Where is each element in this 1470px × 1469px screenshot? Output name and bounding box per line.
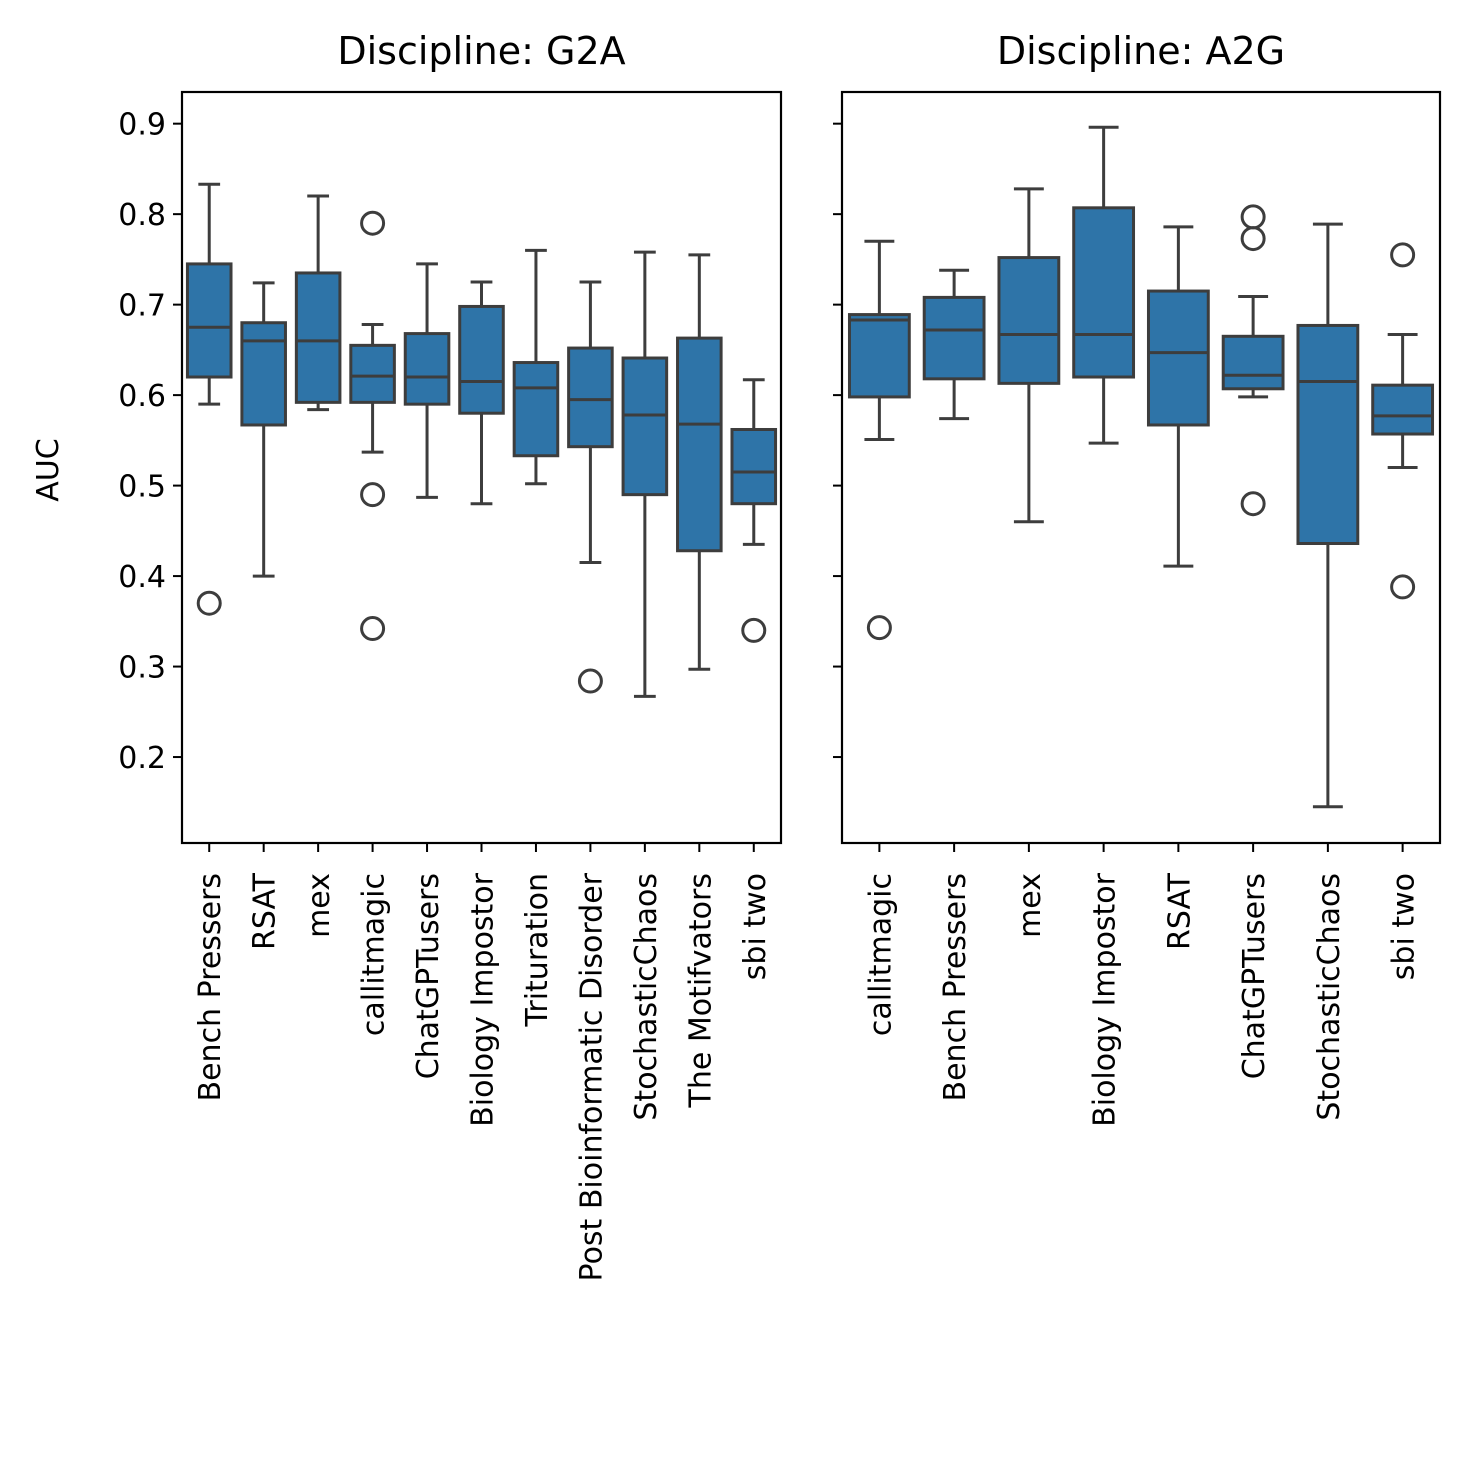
y-tick-label: 0.5 bbox=[118, 470, 166, 505]
y-tick-label: 0.8 bbox=[118, 198, 166, 233]
category-label: StochasticChaos bbox=[629, 873, 664, 1121]
iqr-box bbox=[1072, 206, 1136, 379]
iqr-box bbox=[1146, 289, 1210, 427]
box-chatgptusers bbox=[1221, 204, 1285, 517]
outlier-point bbox=[741, 617, 767, 643]
outlier-point bbox=[866, 615, 892, 641]
iqr-box bbox=[294, 271, 342, 404]
box-stochasticchaos bbox=[621, 250, 669, 698]
category-label: Trituration bbox=[520, 873, 555, 1028]
outlier-point bbox=[1390, 242, 1416, 268]
box-mex bbox=[997, 187, 1061, 524]
box-trituration bbox=[512, 248, 560, 486]
category-label: sbi two bbox=[1387, 873, 1422, 980]
outlier-point bbox=[1240, 226, 1266, 252]
box-chatgptusers bbox=[403, 262, 451, 499]
y-axis-label: AUC bbox=[31, 438, 66, 501]
iqr-box bbox=[240, 321, 287, 427]
box-callitmagic bbox=[349, 210, 396, 642]
outlier-point bbox=[1240, 204, 1266, 230]
iqr-box bbox=[847, 313, 911, 399]
category-label: Bench Pressers bbox=[193, 873, 228, 1101]
iqr-box bbox=[997, 256, 1061, 385]
iqr-box bbox=[185, 262, 233, 379]
iqr-box bbox=[621, 356, 669, 497]
box-the-motifvators bbox=[676, 253, 723, 671]
category-label: callitmagic bbox=[863, 873, 898, 1036]
category-label: ChatGPTusers bbox=[1237, 873, 1272, 1079]
box-stochasticchaos bbox=[1296, 222, 1360, 809]
box-callitmagic bbox=[847, 239, 911, 641]
category-label: Post Bioinformatic Disorder bbox=[574, 872, 609, 1281]
iqr-box bbox=[1221, 334, 1285, 391]
iqr-box bbox=[1371, 383, 1435, 436]
y-tick-label: 0.4 bbox=[118, 560, 166, 595]
box-bench-pressers bbox=[185, 182, 233, 616]
outlier-point bbox=[360, 616, 386, 642]
iqr-box bbox=[567, 346, 614, 449]
category-label: RSAT bbox=[248, 872, 283, 950]
box-bench-pressers bbox=[922, 268, 986, 421]
iqr-box bbox=[730, 427, 778, 506]
category-label: Biology Impostor bbox=[1088, 872, 1123, 1127]
category-label: mex bbox=[302, 873, 337, 938]
category-label: RSAT bbox=[1162, 872, 1197, 950]
iqr-box bbox=[1296, 323, 1360, 546]
y-tick-label: 0.6 bbox=[118, 379, 166, 414]
y-tick-label: 0.7 bbox=[118, 289, 166, 324]
panel-a2g: Discipline: A2G callitmagic Bench Pressers… bbox=[833, 29, 1442, 1127]
iqr-box bbox=[922, 295, 986, 381]
category-label: mex bbox=[1013, 873, 1048, 938]
box-post-bioinformatic-disorder bbox=[567, 280, 614, 694]
category-label: Bench Pressers bbox=[938, 873, 973, 1101]
iqr-box bbox=[458, 304, 505, 415]
box-sbi-two bbox=[1371, 242, 1435, 600]
outlier-point bbox=[196, 590, 222, 616]
axes-frame bbox=[180, 90, 783, 845]
box-biology-impostor bbox=[458, 280, 505, 506]
category-label: ChatGPTusers bbox=[411, 873, 446, 1079]
box-sbi-two bbox=[730, 378, 778, 643]
category-label: The Motifvators bbox=[683, 873, 718, 1108]
category-label: StochasticChaos bbox=[1312, 873, 1347, 1121]
outlier-point bbox=[360, 210, 386, 236]
iqr-box bbox=[349, 343, 396, 404]
y-tick-label: 0.9 bbox=[118, 108, 166, 143]
outlier-point bbox=[1390, 574, 1416, 600]
iqr-box bbox=[676, 336, 723, 553]
category-label: callitmagic bbox=[357, 873, 392, 1036]
category-label: Biology Impostor bbox=[466, 872, 501, 1127]
category-label: sbi two bbox=[738, 873, 773, 980]
box-mex bbox=[294, 194, 342, 412]
outlier-point bbox=[1240, 491, 1266, 517]
panel-title: Discipline: G2A bbox=[337, 29, 625, 73]
axes-frame bbox=[840, 90, 1442, 845]
outlier-point bbox=[360, 482, 386, 508]
outlier-point bbox=[577, 668, 603, 694]
iqr-box bbox=[512, 361, 560, 458]
box-rsat bbox=[1146, 225, 1210, 568]
box-rsat bbox=[240, 281, 287, 578]
panel-g2a: Discipline: G2A 0.2 0.3 0.4 0.5 0.6 0.7 0.8 0.9 B… bbox=[118, 29, 783, 1281]
y-tick-label: 0.3 bbox=[118, 651, 166, 686]
iqr-box bbox=[403, 332, 451, 406]
y-tick-label: 0.2 bbox=[118, 741, 166, 776]
box-biology-impostor bbox=[1072, 125, 1136, 445]
panel-title: Discipline: A2G bbox=[997, 29, 1285, 73]
